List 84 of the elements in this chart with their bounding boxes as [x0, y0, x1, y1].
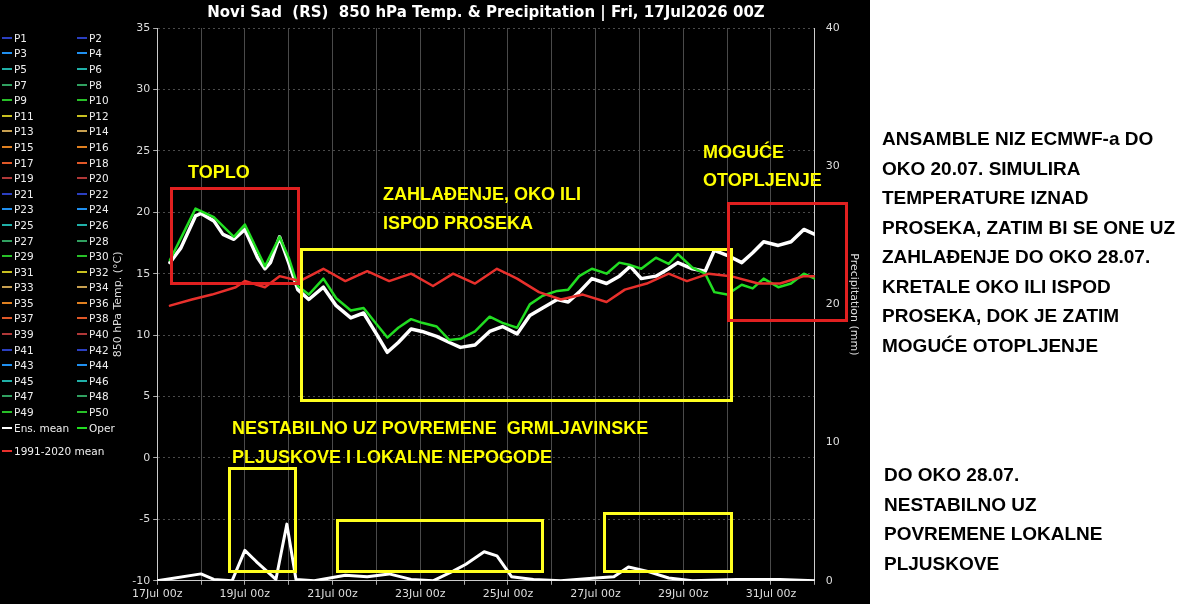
legend-label: P29: [14, 250, 34, 263]
y-tick-label: -10: [132, 573, 151, 587]
y2-tick-label: 40: [825, 20, 840, 34]
legend-label: P46: [89, 374, 109, 387]
y-tick-label: 30: [136, 82, 151, 96]
legend-label: P30: [89, 250, 109, 263]
legend-label: P28: [89, 234, 109, 247]
legend-label: P31: [14, 265, 34, 278]
legend-label: P7: [14, 78, 28, 91]
y-tick-label: 35: [136, 20, 151, 34]
legend-label: P27: [14, 234, 34, 247]
legend-label: P21: [14, 187, 34, 200]
y-tick-label: 0: [143, 450, 151, 464]
legend-label: P26: [89, 218, 109, 231]
legend-label: P35: [14, 296, 34, 309]
legend-label: P8: [89, 78, 103, 91]
legend-label: P44: [89, 359, 109, 372]
legend-label: P48: [89, 390, 109, 403]
x-tick-label: 31Jul 00z: [745, 587, 797, 601]
y2-tick-label: 0: [825, 573, 833, 587]
legend-label: P14: [89, 125, 109, 138]
legend-label: 1991-2020 mean: [14, 445, 105, 458]
y-tick-label: -5: [139, 512, 151, 526]
legend-label: P22: [89, 187, 109, 200]
legend-label: P16: [89, 140, 109, 153]
annotation: ZAHLAĐENJE, OKO ILI ISPOD PROSEKA: [383, 183, 582, 235]
legend-label: P20: [89, 172, 109, 185]
y-tick-label: 15: [136, 266, 151, 280]
x-tick-label: 27Jul 00z: [570, 587, 622, 601]
annotation: TOPLO: [188, 161, 251, 184]
y2-tick-label: 30: [825, 159, 840, 173]
text: DO OKO 28.07. NESTABILNO UZ POVREMENE LOKALNE PLJUSKOVE: [884, 463, 1104, 576]
legend-label: P47: [14, 390, 34, 403]
y-tick-label: 20: [136, 205, 151, 219]
legend-label: P9: [14, 94, 28, 107]
x-tick-label: 29Jul 00z: [658, 587, 709, 601]
y2-tick-label: 10: [825, 435, 840, 449]
legend-label: P40: [89, 328, 109, 341]
legend-label: P25: [14, 218, 34, 231]
text: ANSAMBLE NIZ ECMWF-a DO OKO 20.07. SIMULIRA TEMPERATURE IZNAD PROSEKA, ZATIM BI SE ONE UZ ZAHLAĐENJE DO OKO 28.07. KRETALE OKO ILI ISPOD PROSEKA, DOK JE ZATIM MOGUĆE OTOPLJENJE: [882, 127, 1177, 358]
legend-label: P36: [89, 296, 109, 309]
legend-label: P11: [14, 109, 34, 122]
legend-label: P3: [14, 47, 28, 60]
legend-label: P12: [89, 109, 109, 122]
legend-label: P4: [89, 47, 103, 60]
legend-label: P49: [14, 406, 34, 419]
legend-label: P42: [89, 343, 109, 356]
legend-label: Ens. mean: [14, 421, 70, 434]
legend-label: P2: [89, 31, 103, 44]
x-tick-label: 23Jul 00z: [394, 587, 446, 601]
x-tick-label: 17Jul 00z: [131, 587, 183, 601]
legend-label: P24: [89, 203, 109, 216]
legend-label: P23: [14, 203, 34, 216]
y-axis-title: 850 hPa Temp. (°C): [111, 251, 125, 358]
legend-label: P5: [14, 62, 28, 75]
legend-label: P10: [89, 94, 109, 107]
y-tick-label: 10: [136, 327, 151, 341]
y-tick-label: 25: [136, 143, 151, 157]
legend-label: P13: [14, 125, 34, 138]
annotation: NESTABILNO UZ POVREMENE GRMLJAVINSKE PLJUSKOVE I LOKALNE NEPOGODE: [232, 417, 650, 469]
y2-tick-label: 20: [825, 297, 840, 311]
legend-label: P32: [89, 265, 109, 278]
x-tick-label: 25Jul 00z: [482, 587, 534, 601]
x-tick-label: 19Jul 00z: [219, 587, 271, 601]
legend-label: P50: [89, 406, 109, 419]
legend-label: P34: [89, 281, 109, 294]
legend-label: Oper: [89, 421, 115, 434]
legend-label: P6: [89, 62, 103, 75]
legend-label: P38: [89, 312, 109, 325]
x-tick-label: 21Jul 00z: [307, 587, 359, 601]
legend-label: P41: [14, 343, 34, 356]
legend-label: P43: [14, 359, 34, 372]
legend-label: P33: [14, 281, 34, 294]
legend-label: P1: [14, 31, 28, 44]
y2-axis-title: Precipitation (mm): [847, 253, 861, 356]
legend-label: P45: [14, 374, 34, 387]
legend-label: P39: [14, 328, 34, 341]
chart-title: Novi Sad (RS) 850 hPa Temp. & Precipitation | Fri, 17Jul2026 00Z: [207, 2, 765, 22]
y-tick-label: 5: [143, 389, 151, 403]
legend-label: P15: [14, 140, 34, 153]
legend-label: P18: [89, 156, 109, 169]
legend-label: P19: [14, 172, 34, 185]
legend-label: P17: [14, 156, 34, 169]
legend-label: P37: [14, 312, 34, 325]
